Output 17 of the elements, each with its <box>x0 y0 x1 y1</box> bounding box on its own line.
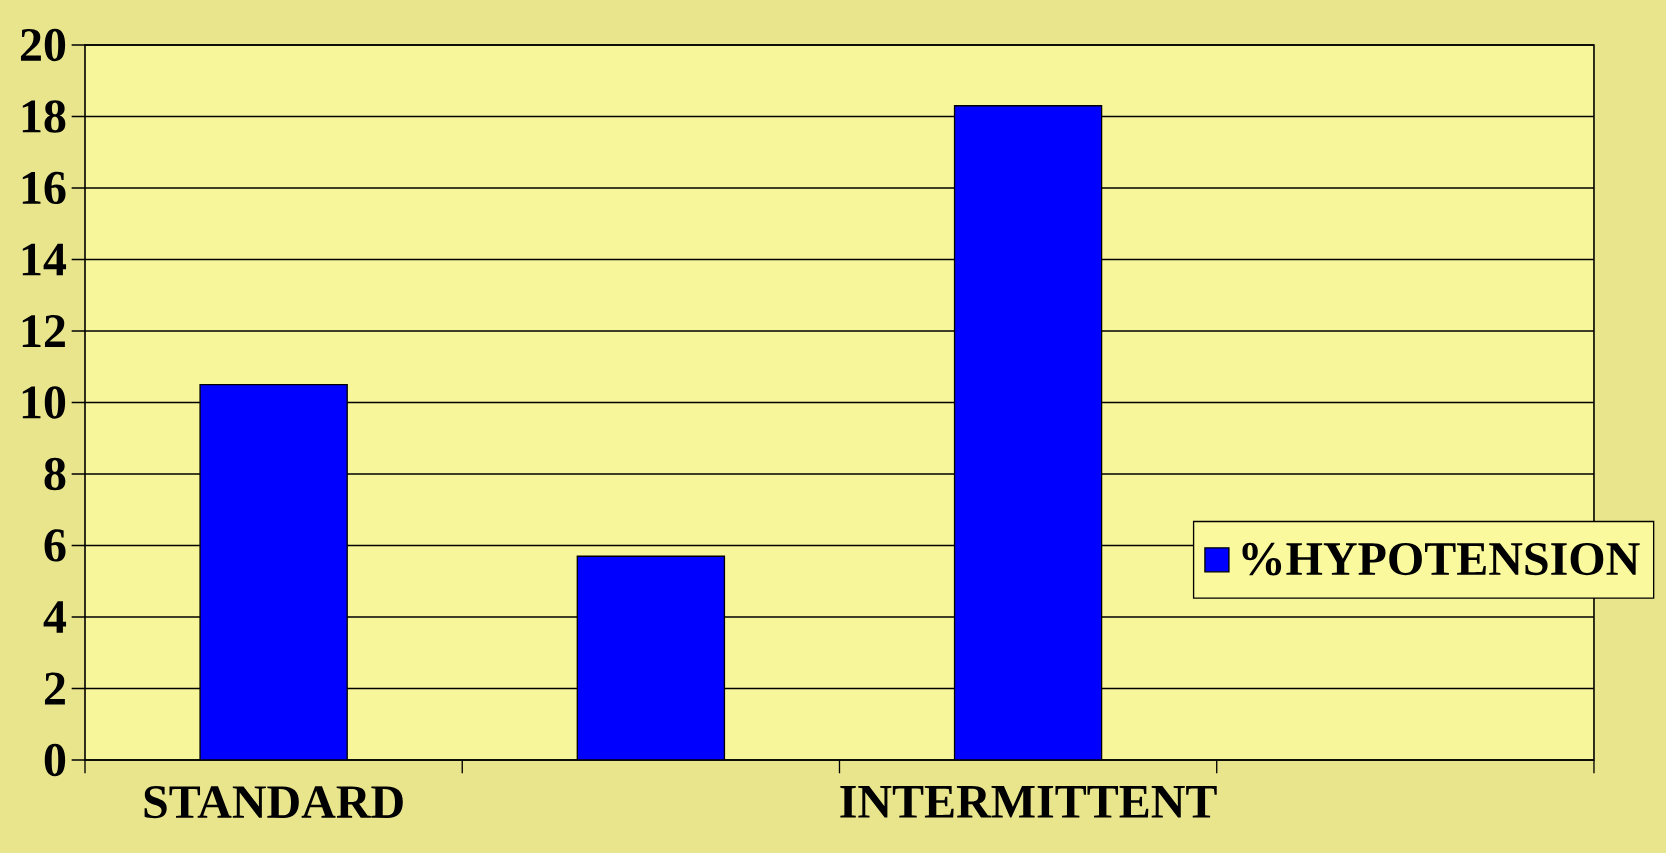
legend-label: %HYPOTENSION <box>1242 542 1640 576</box>
y-tick-label: 10 <box>22 386 66 419</box>
y-tick-label: 4 <box>43 601 67 633</box>
y-tick-label: 0 <box>44 743 66 777</box>
x-tick-label: INTERMITTENT <box>840 786 1217 818</box>
y-tick-label: 2 <box>44 672 65 705</box>
y-tick-label: 14 <box>22 243 67 276</box>
y-tick-label: 8 <box>44 457 66 491</box>
y-tick-label: 16 <box>22 171 66 205</box>
bar <box>576 555 726 760</box>
y-tick-label: 6 <box>44 529 66 562</box>
y-tick-label: 12 <box>22 315 65 347</box>
y-tick-label: 20 <box>20 28 66 62</box>
x-tick-label: STANDARD <box>144 786 403 819</box>
bar <box>199 383 348 760</box>
bar <box>953 105 1103 760</box>
y-tick-label: 18 <box>22 100 66 133</box>
